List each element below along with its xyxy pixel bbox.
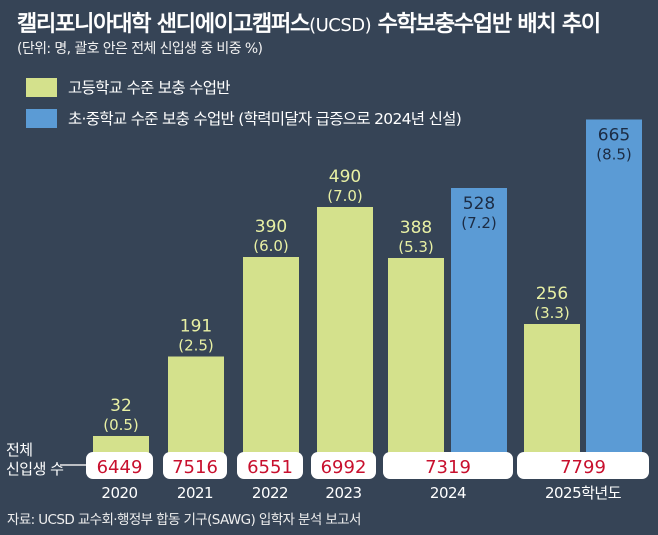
total-freshmen-pill-0 — [86, 452, 153, 479]
x-tick-label-3: 2023 — [325, 484, 361, 502]
total-freshmen-value-4: 7319 — [425, 457, 471, 478]
percent-label-high-school-5: (3.3) — [534, 304, 570, 322]
value-label-high-school-1: 191 — [180, 317, 212, 337]
bar-high-school-2 — [243, 257, 299, 460]
total-freshmen-value-5: 7799 — [560, 457, 606, 478]
total-freshmen-pill-5 — [517, 452, 649, 479]
bar-elementary-4 — [451, 188, 507, 460]
value-label-high-school-2: 390 — [255, 217, 287, 237]
value-label-high-school-5: 256 — [536, 284, 568, 304]
value-label-high-school-0: 32 — [110, 396, 132, 416]
title-rest: 수학보충수업반 배치 추이 — [371, 12, 602, 37]
value-label-elementary-5: 665 — [598, 126, 630, 146]
x-tick-label-5: 2025학년도 — [545, 484, 622, 502]
percent-label-high-school-4: (5.3) — [398, 238, 434, 256]
legend-item-elementary: 초·중학교 수준 보충 수업반 (학력미달자 급증으로 2024년 신설) — [26, 107, 462, 129]
bar-high-school-1 — [168, 356, 224, 460]
value-label-elementary-4: 528 — [463, 194, 495, 214]
row-label-line2: 신입생 수 — [6, 460, 64, 478]
legend-label-elementary: 초·중학교 수준 보충 수업반 (학력미달자 급증으로 2024년 신설) — [68, 110, 462, 128]
total-freshmen-value-3: 6992 — [321, 457, 367, 478]
legend-label-high-school: 고등학교 수준 보충 수업반 — [68, 79, 231, 97]
bar-high-school-5 — [524, 324, 580, 460]
total-freshmen-value-2: 6551 — [247, 457, 293, 478]
bar-elementary-5 — [586, 119, 642, 460]
total-freshmen-pill-4 — [383, 452, 513, 479]
chart-title: 캘리포니아대학 샌디에이고캠퍼스(UCSD) 수학보충수업반 배치 추이 — [17, 6, 602, 38]
bar-high-school-3 — [317, 207, 373, 460]
x-tick-label-2: 2022 — [252, 484, 288, 502]
value-label-high-school-4: 388 — [400, 218, 432, 238]
legend-swatch-high-school — [26, 77, 57, 97]
percent-label-high-school-3: (7.0) — [327, 187, 363, 205]
percent-label-high-school-1: (2.5) — [178, 337, 214, 355]
x-tick-label-4: 2024 — [430, 484, 466, 502]
title-abbrev: (UCSD) — [309, 15, 372, 36]
x-tick-label-0: 2020 — [101, 484, 137, 502]
total-freshmen-pill-1 — [163, 452, 227, 479]
legend-item-high-school: 고등학교 수준 보충 수업반 — [26, 76, 231, 98]
percent-label-elementary-4: (7.2) — [461, 214, 497, 232]
percent-label-high-school-0: (0.5) — [103, 416, 139, 434]
row-label-line1: 전체 — [6, 441, 33, 459]
total-freshmen-value-0: 6449 — [97, 457, 143, 478]
total-freshmen-pill-3 — [311, 452, 376, 479]
legend-swatch-elementary — [26, 108, 57, 128]
source-note: 자료: UCSD 교수회·행정부 합동 기구(SAWG) 입학자 분석 보고서 — [7, 512, 361, 528]
chart-subtitle: (단위: 명, 괄호 안은 전체 신입생 중 비중 %) — [17, 41, 263, 57]
percent-label-elementary-5: (8.5) — [596, 146, 632, 164]
x-tick-label-1: 2021 — [177, 484, 213, 502]
title-main: 캘리포니아대학 샌디에이고캠퍼스 — [17, 12, 310, 37]
total-freshmen-pill-2 — [237, 452, 303, 479]
total-freshmen-row-label: 전체 신입생 수 — [6, 441, 64, 479]
bar-high-school-4 — [388, 258, 444, 460]
total-freshmen-value-1: 7516 — [172, 457, 218, 478]
value-label-high-school-3: 490 — [329, 167, 361, 187]
percent-label-high-school-2: (6.0) — [253, 237, 289, 255]
